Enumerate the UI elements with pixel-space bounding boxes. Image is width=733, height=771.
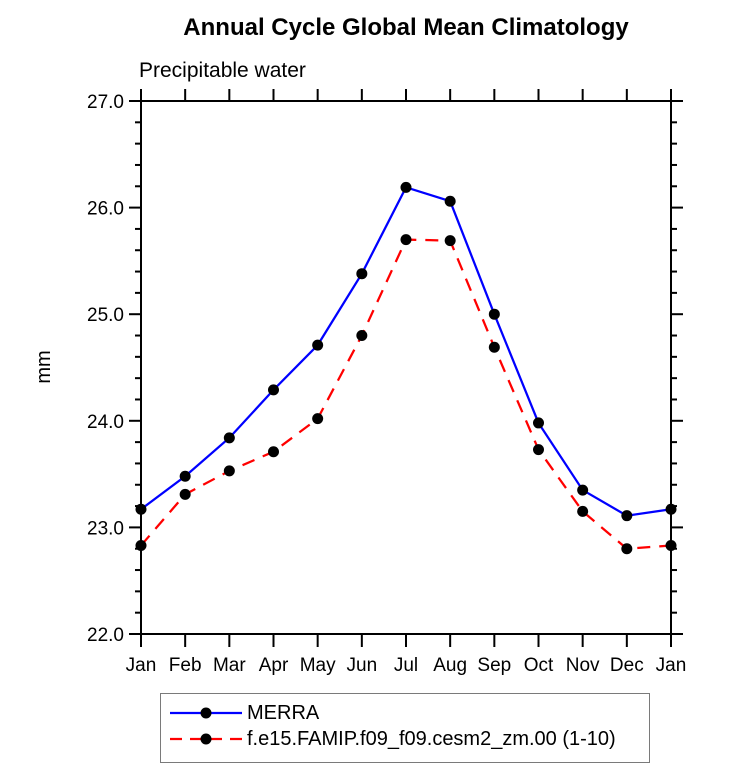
chart-title: Annual Cycle Global Mean Climatology <box>183 14 629 41</box>
legend-item-merra: MERRA <box>161 700 649 726</box>
y-tick-label: 24.0 <box>87 412 124 433</box>
x-tick-label: Sep <box>477 655 511 676</box>
x-tick-label: Oct <box>524 655 554 676</box>
series-line-model <box>140 238 672 550</box>
y-axis-title: mm <box>33 350 55 383</box>
y-tick-label: 25.0 <box>87 305 124 326</box>
x-tick-label: Jun <box>347 655 378 676</box>
merra-line-swatch-icon <box>170 707 242 719</box>
x-axis-tick-labels: Jan Feb Mar Apr May Jun Jul Aug Sep Oct Nov Dec Jan <box>126 655 687 676</box>
x-tick-label: Nov <box>566 655 600 676</box>
series-markers-merra <box>135 181 677 522</box>
model-dashed-line-swatch-icon <box>170 733 242 745</box>
x-tick-label: Apr <box>259 655 289 676</box>
y-tick-label: 26.0 <box>87 199 124 220</box>
plot-frame <box>140 100 672 635</box>
legend-label-merra: MERRA <box>247 701 320 724</box>
y-tick-label: 23.0 <box>87 518 124 539</box>
y-axis-tick-labels: 22.0 23.0 24.0 25.0 26.0 27.0 <box>87 92 124 646</box>
legend: MERRA f.e15.FAMIP.f09_f09.cesm2_zm.00 (1… <box>160 693 650 763</box>
legend-label-model: f.e15.FAMIP.f09_f09.cesm2_zm.00 (1-10) <box>247 727 616 750</box>
series-markers-model <box>135 234 677 555</box>
y-tick-label: 27.0 <box>87 92 124 113</box>
x-tick-label: Jul <box>394 655 418 676</box>
x-tick-label: Aug <box>433 655 467 676</box>
x-tick-label: Jan <box>656 655 687 676</box>
x-tick-label: Mar <box>213 655 246 676</box>
x-tick-label: Jan <box>126 655 157 676</box>
x-tick-label: May <box>300 655 336 676</box>
y-axis-minor-ticks <box>135 121 677 614</box>
x-tick-label: Feb <box>169 655 202 676</box>
y-axis-major-ticks <box>129 100 683 635</box>
y-tick-label: 22.0 <box>87 625 124 646</box>
x-axis-ticks <box>140 89 672 647</box>
legend-item-model: f.e15.FAMIP.f09_f09.cesm2_zm.00 (1-10) <box>161 726 649 752</box>
chart-left-subtitle: Precipitable water <box>139 59 306 82</box>
x-tick-label: Dec <box>610 655 644 676</box>
